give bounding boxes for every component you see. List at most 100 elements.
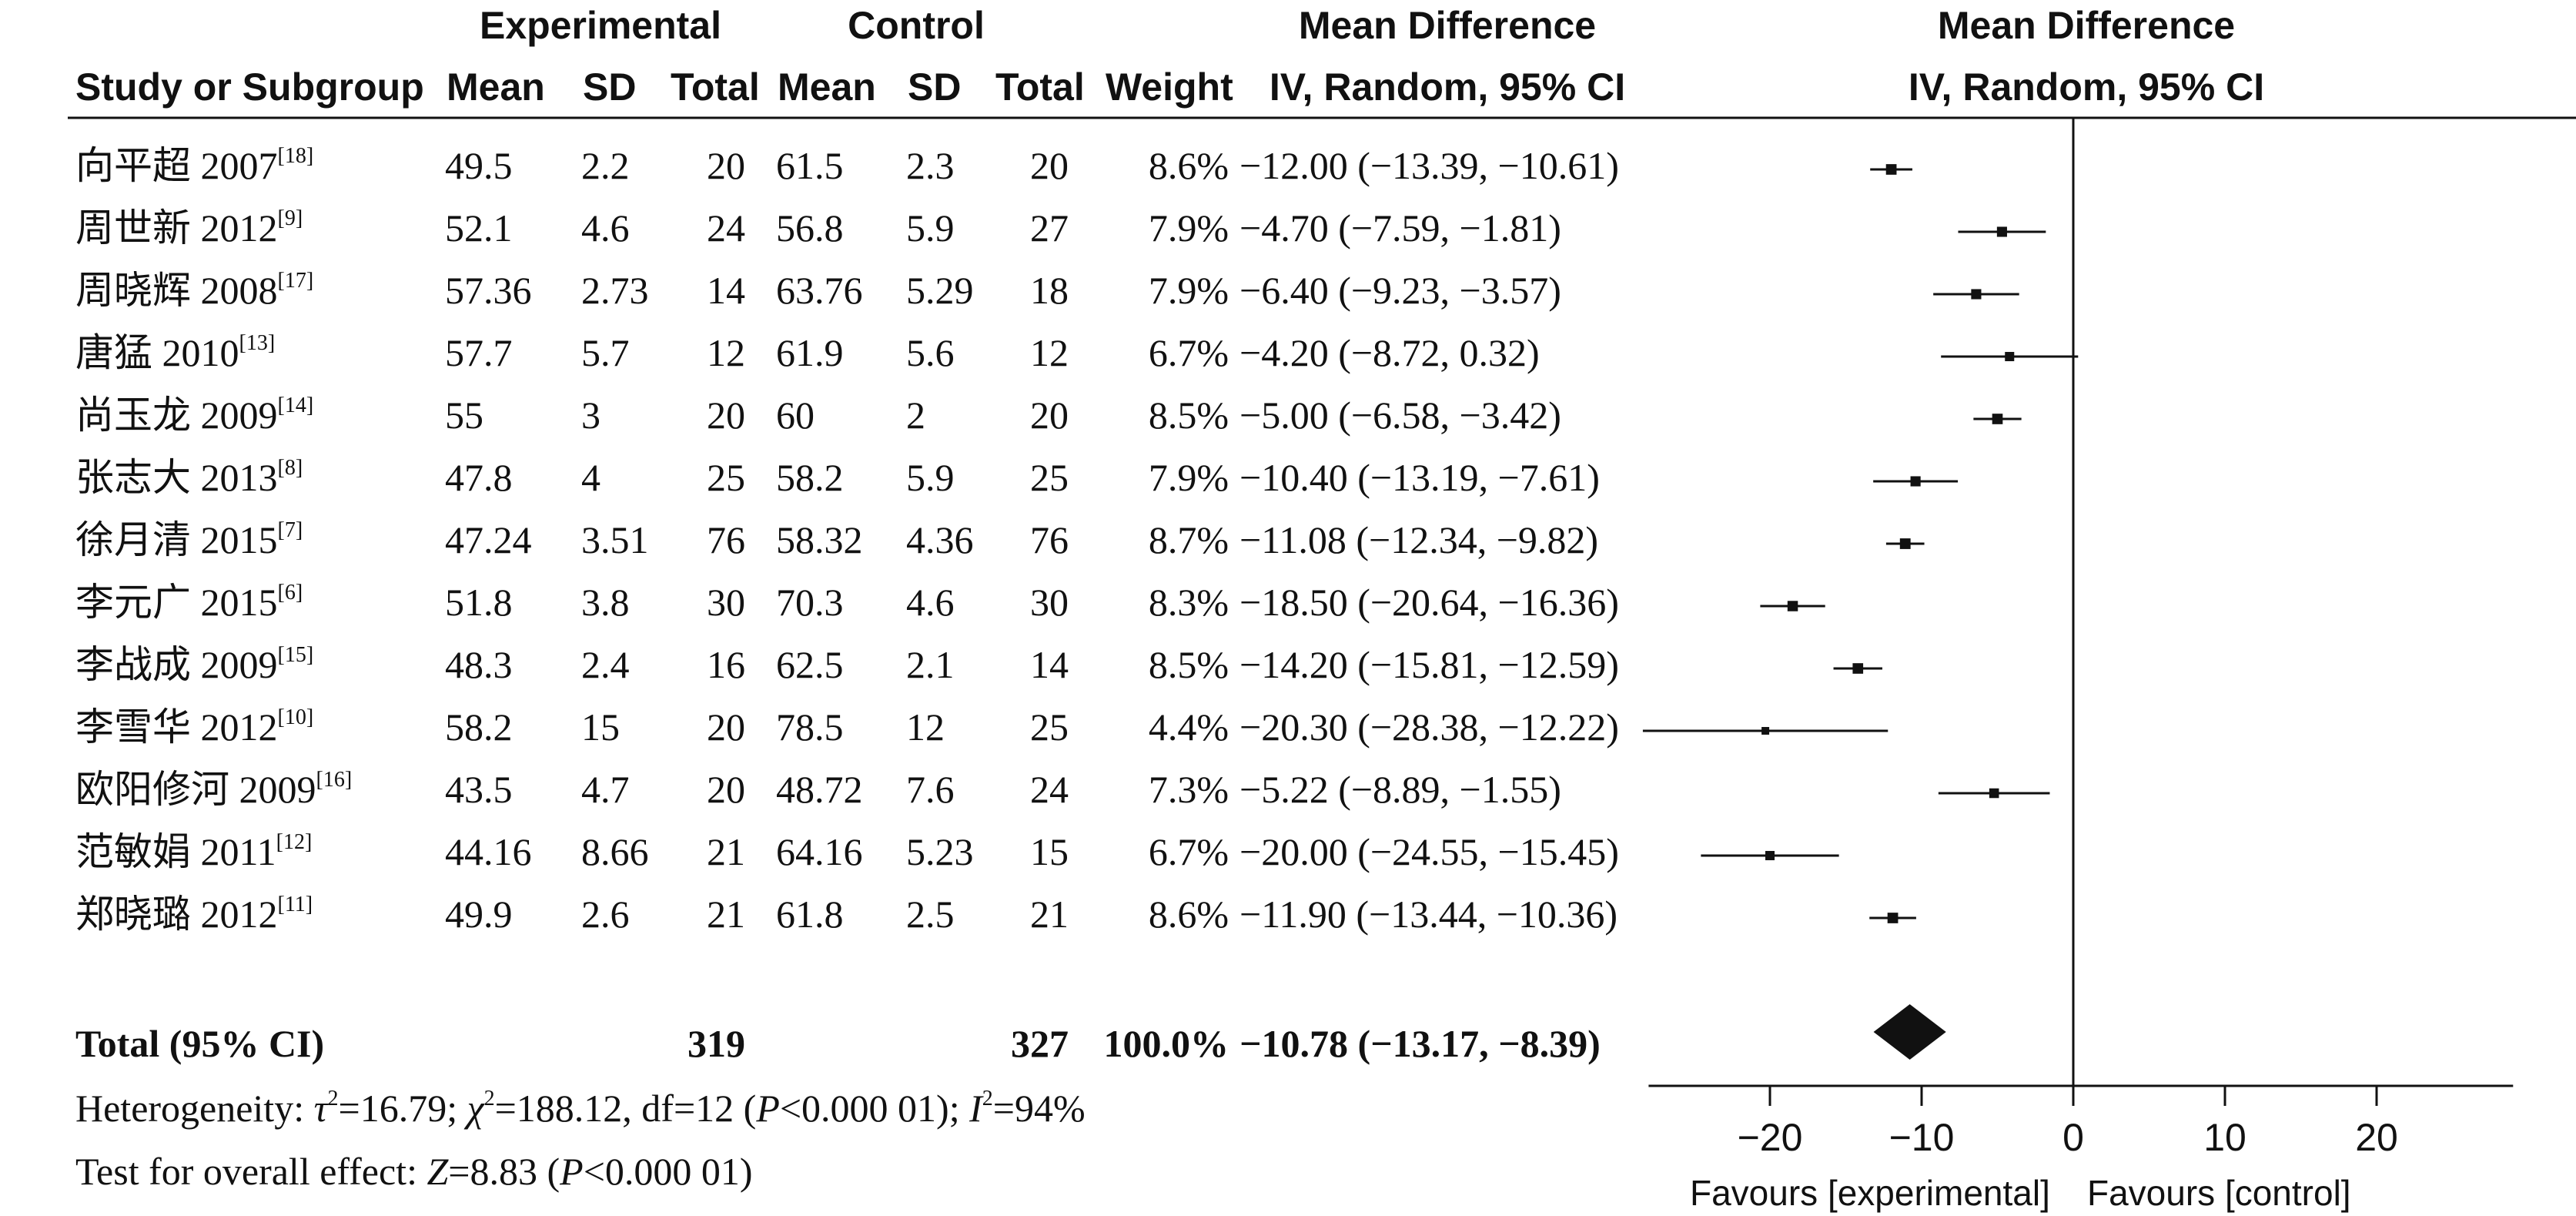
study-name-text: 李战成 2009 [75, 643, 278, 686]
experimental-total: 30 [707, 581, 745, 624]
experimental-total: 25 [707, 456, 745, 499]
study-name-text: 周世新 2012 [75, 206, 278, 250]
total-weight: 100.0% [1103, 1022, 1229, 1065]
z-symbol: Z [427, 1150, 449, 1193]
control-mean: 60 [776, 394, 815, 437]
study-point-estimate [1899, 538, 1911, 549]
heterogeneity-stats: Heterogeneity: τ2=16.79; χ2=188.12, df=1… [75, 1087, 1086, 1130]
weight-value: 8.6% [1148, 144, 1229, 187]
i-symbol: I [969, 1087, 982, 1130]
control-total: 21 [1030, 893, 1069, 936]
study-name: 范敏娟 2011[12] [75, 830, 312, 873]
experimental-mean: 43.5 [445, 768, 513, 811]
weight-value: 8.7% [1148, 518, 1229, 561]
experimental-total: 20 [707, 705, 745, 749]
weight-value: 8.5% [1148, 394, 1229, 437]
experimental-total: 21 [707, 830, 745, 873]
ci-value: −10.40 (−13.19, −7.61) [1239, 456, 1600, 499]
favours-experimental-label: Favours [experimental] [1690, 1173, 2050, 1213]
control-sd-header: SD [908, 65, 962, 109]
study-name-text: 范敏娟 2011 [75, 830, 276, 873]
study-reference: [16] [316, 768, 353, 792]
ci-value: −20.30 (−28.38, −12.22) [1239, 705, 1619, 749]
mean-difference-column-header: Mean Difference [1298, 4, 1597, 47]
control-mean: 61.9 [776, 331, 844, 374]
experimental-mean: 55 [445, 394, 483, 437]
control-total: 25 [1030, 705, 1069, 749]
study-name-text: 徐月清 2015 [75, 518, 278, 561]
control-total: 20 [1030, 144, 1069, 187]
heterogeneity-prefix: Heterogeneity: [75, 1087, 314, 1130]
experimental-total: 20 [707, 144, 745, 187]
experimental-sd: 4.6 [581, 206, 630, 250]
experimental-mean: 51.8 [445, 581, 513, 624]
control-mean: 70.3 [776, 581, 844, 624]
control-sd: 2.5 [906, 893, 955, 936]
study-column-header: Study or Subgroup [75, 65, 424, 109]
experimental-mean: 48.3 [445, 643, 513, 686]
total-control-count: 327 [1011, 1022, 1069, 1065]
study-reference: [9] [277, 206, 303, 230]
study-name-text: 向平超 2007 [75, 144, 278, 187]
chi-value: =188.12, df=12 ( [494, 1087, 757, 1130]
study-name: 徐月清 2015[7] [75, 518, 303, 561]
total-experimental-count: 319 [687, 1022, 745, 1065]
experimental-total: 20 [707, 394, 745, 437]
tau-symbol: τ [313, 1087, 328, 1130]
study-name: 李雪华 2012[10] [75, 707, 313, 747]
weight-value: 7.3% [1148, 768, 1229, 811]
favours-control-label: Favours [control] [2087, 1173, 2351, 1213]
control-total: 30 [1030, 581, 1069, 624]
study-point-estimate [1852, 663, 1864, 674]
control-sd: 2.3 [906, 144, 955, 187]
experimental-sd: 3.8 [581, 581, 630, 624]
experimental-sd: 2.6 [581, 893, 630, 936]
weight-value: 7.9% [1148, 206, 1229, 250]
control-mean: 61.5 [776, 144, 844, 187]
control-sd: 5.29 [906, 269, 974, 312]
control-sd: 2.1 [906, 643, 955, 686]
tau-square: 2 [327, 1087, 339, 1110]
study-reference: [13] [239, 331, 276, 355]
control-total: 76 [1030, 518, 1069, 561]
method-column-header: IV, Random, 95% CI [1269, 65, 1626, 109]
experimental-sd: 3.51 [581, 518, 649, 561]
chi-symbol: χ [467, 1087, 484, 1130]
experimental-total: 76 [707, 518, 745, 561]
control-mean: 56.8 [776, 206, 844, 250]
weight-value: 8.6% [1148, 893, 1229, 936]
control-sd: 5.23 [906, 830, 974, 873]
study-name: 周晓辉 2008[17] [75, 270, 313, 310]
test-p-symbol: P [560, 1150, 584, 1193]
study-name-text: 张志大 2013 [75, 456, 278, 499]
ci-value: −14.20 (−15.81, −12.59) [1239, 643, 1619, 686]
study-point-estimate [1761, 727, 1770, 735]
experimental-mean: 52.1 [445, 206, 513, 250]
control-total: 15 [1030, 830, 1069, 873]
experimental-sd: 3 [581, 394, 601, 437]
experimental-mean: 58.2 [445, 705, 513, 749]
study-point-estimate [2005, 351, 2015, 362]
study-point-estimate [1992, 414, 2003, 424]
ci-value: −12.00 (−13.39, −10.61) [1239, 144, 1619, 187]
weight-value: 8.3% [1148, 581, 1229, 624]
study-name: 向平超 2007[18] [75, 144, 313, 187]
study-name: 周世新 2012[9] [75, 206, 303, 250]
weight-header: Weight [1106, 65, 1233, 109]
x-axis-tick-label: 10 [2203, 1116, 2246, 1159]
study-point-estimate [1996, 226, 2007, 237]
control-mean: 61.8 [776, 893, 844, 936]
control-group-header: Control [848, 4, 985, 47]
experimental-sd: 8.66 [581, 830, 649, 873]
experimental-mean-header: Mean [447, 65, 545, 109]
method-plot-header: IV, Random, 95% CI [1908, 65, 2265, 109]
experimental-mean: 49.9 [445, 893, 513, 936]
z-value: =8.83 ( [448, 1150, 560, 1193]
experimental-mean: 57.36 [445, 269, 532, 312]
p-symbol: P [756, 1087, 780, 1130]
i-value: =94% [992, 1087, 1086, 1130]
study-point-estimate [1885, 164, 1897, 175]
study-reference: [7] [277, 518, 303, 542]
control-sd: 7.6 [906, 768, 955, 811]
